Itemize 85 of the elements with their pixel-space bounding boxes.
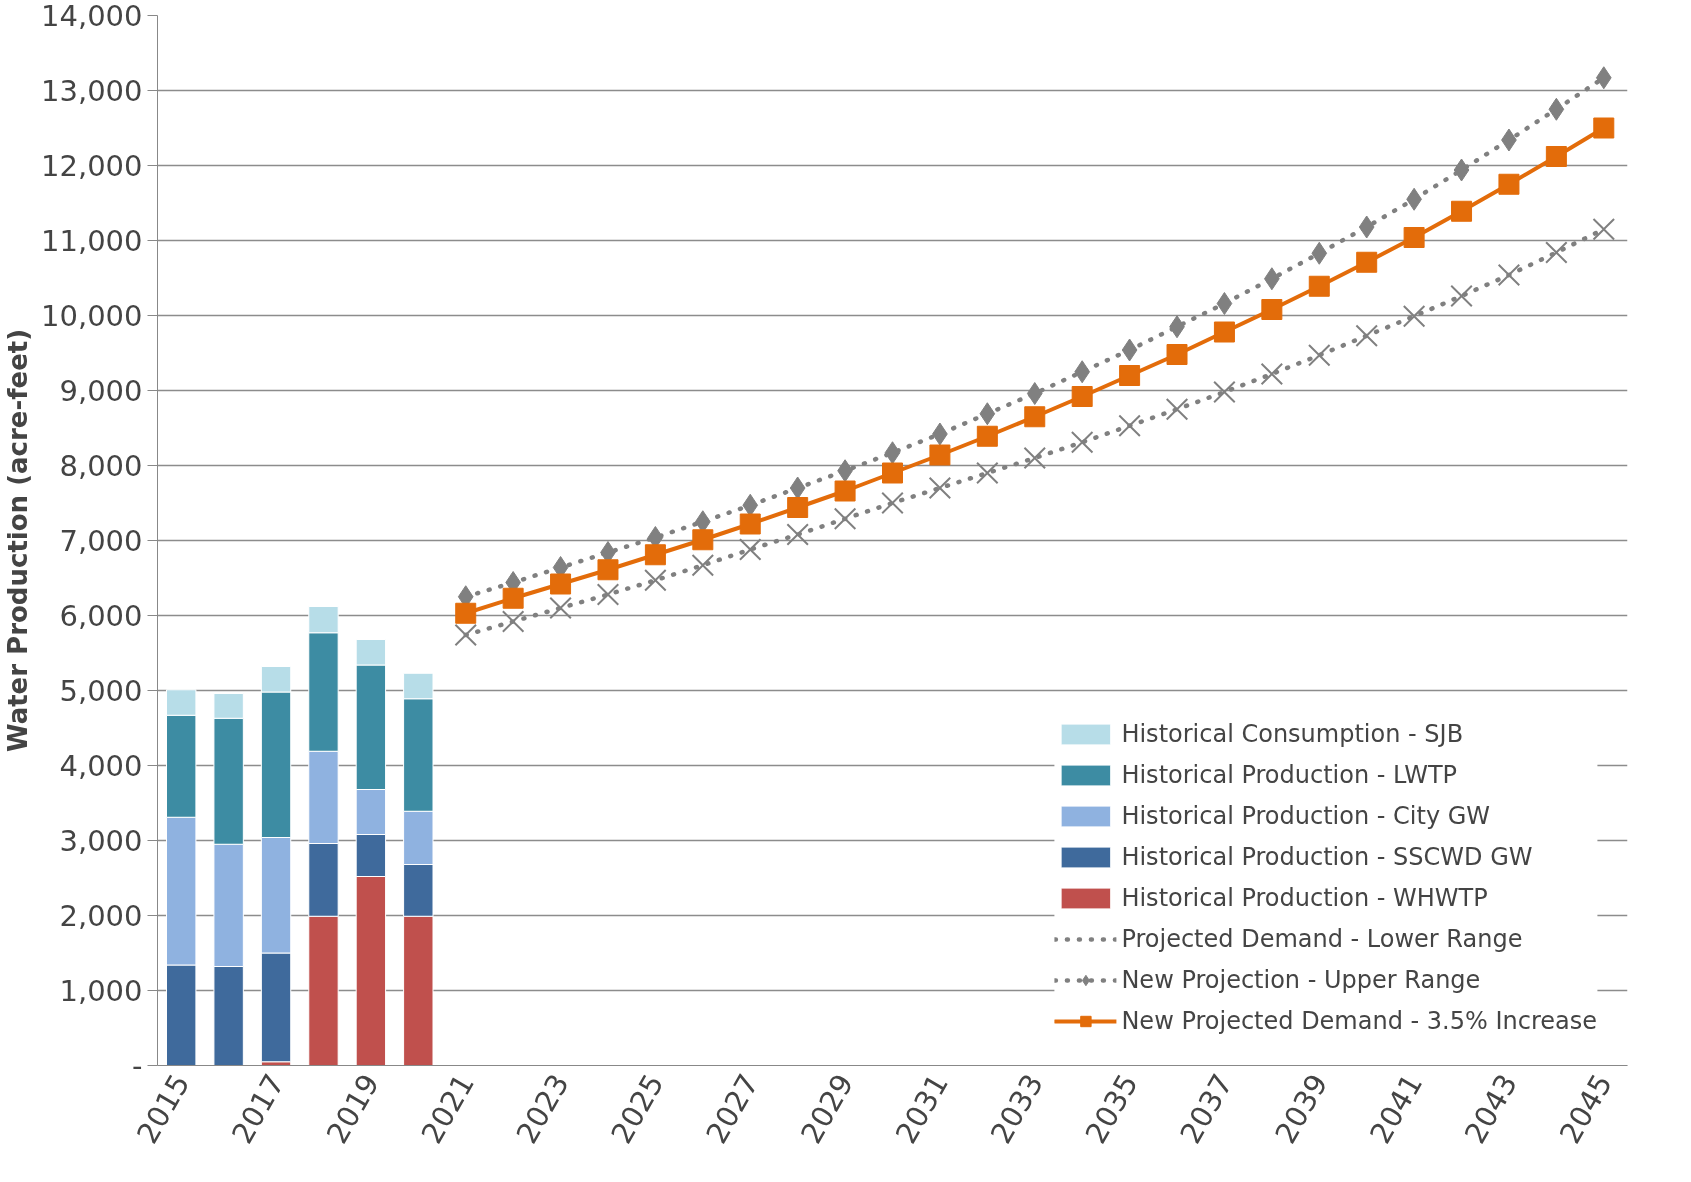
- point: [1118, 414, 1141, 437]
- point: [1166, 398, 1189, 421]
- point: [1498, 173, 1520, 195]
- y-tick-label: 8,000: [59, 449, 143, 483]
- legend-label: Historical Consumption - SJB: [1121, 720, 1464, 748]
- y-tick-label: 7,000: [59, 524, 143, 558]
- point: [739, 513, 761, 535]
- point: [882, 462, 903, 484]
- point: [786, 523, 809, 546]
- legend-label: Historical Production - WHWTP: [1121, 884, 1488, 912]
- legend-label: Projected Demand - Lower Range: [1121, 925, 1523, 953]
- y-axis-title: Water Production (acre-feet): [3, 328, 34, 753]
- point: [976, 462, 999, 484]
- point: [1213, 321, 1235, 343]
- point: [1356, 251, 1378, 273]
- y-tick-label: 4,000: [59, 749, 143, 783]
- point: [597, 559, 619, 581]
- point: [976, 425, 998, 447]
- point: [1403, 227, 1425, 248]
- point: [1453, 158, 1470, 182]
- point: [739, 538, 762, 561]
- point: [834, 507, 857, 530]
- point: [834, 480, 856, 502]
- point: [1595, 66, 1612, 90]
- point: [644, 569, 667, 592]
- point: [1216, 292, 1233, 315]
- point: [789, 476, 806, 500]
- point: [1074, 360, 1091, 384]
- point: [550, 573, 572, 595]
- point: [1311, 241, 1328, 265]
- legend-label: New Projected Demand - 3.5% Increase: [1121, 1007, 1597, 1035]
- point: [1545, 146, 1567, 167]
- point: [1355, 324, 1378, 347]
- point: [1071, 431, 1094, 454]
- point: [692, 529, 714, 551]
- y-tick-label: 14,000: [41, 0, 143, 33]
- point: [787, 497, 809, 518]
- y-tick-label: 3,000: [59, 824, 143, 858]
- point: [454, 624, 477, 646]
- legend-label: New Projection - Upper Range: [1121, 966, 1481, 994]
- point: [1260, 363, 1283, 385]
- y-tick-label: 5,000: [59, 674, 143, 708]
- point: [1548, 97, 1565, 121]
- point: [502, 587, 524, 609]
- point: [928, 477, 951, 499]
- y-tick-label: 10,000: [41, 299, 143, 333]
- y-tick-label: 13,000: [41, 74, 143, 108]
- point: [1121, 338, 1138, 362]
- point: [1497, 264, 1520, 286]
- point: [455, 602, 477, 624]
- x-tick-label: 2017: [225, 1068, 292, 1150]
- point: [1166, 344, 1188, 365]
- point: [691, 554, 714, 577]
- x-tick-label: 2037: [1173, 1068, 1240, 1150]
- y-tick-label: 11,000: [41, 224, 143, 258]
- point: [1024, 406, 1046, 428]
- point: [644, 544, 666, 566]
- point: [1592, 218, 1615, 241]
- point: [1261, 299, 1283, 320]
- y-tick-label: 12,000: [41, 149, 143, 183]
- legend-label: Historical Production - LWTP: [1121, 761, 1458, 789]
- legend-label: Historical Production - City GW: [1121, 802, 1491, 830]
- point: [1358, 215, 1375, 239]
- point: [1593, 117, 1615, 139]
- y-tick-label: 6,000: [59, 599, 143, 633]
- x-tick-label: 2027: [699, 1068, 766, 1150]
- y-tick-label: -: [132, 1049, 143, 1083]
- point: [884, 441, 901, 465]
- point: [1071, 386, 1093, 407]
- y-tick-label: 9,000: [59, 374, 143, 408]
- y-tick-label: 1,000: [59, 974, 143, 1008]
- point: [1023, 447, 1046, 469]
- point: [502, 610, 525, 633]
- legend-label: Historical Production - SSCWD GW: [1121, 843, 1533, 871]
- point: [1545, 241, 1568, 264]
- point: [1451, 200, 1473, 222]
- point: [1403, 305, 1426, 328]
- point: [1308, 275, 1330, 297]
- point: [1308, 344, 1331, 367]
- point: [929, 444, 951, 466]
- point: [1119, 365, 1141, 386]
- x-tick-label: 2019: [319, 1068, 387, 1150]
- y-tick-label: 2,000: [59, 899, 143, 933]
- point: [979, 402, 996, 426]
- point: [1026, 382, 1043, 405]
